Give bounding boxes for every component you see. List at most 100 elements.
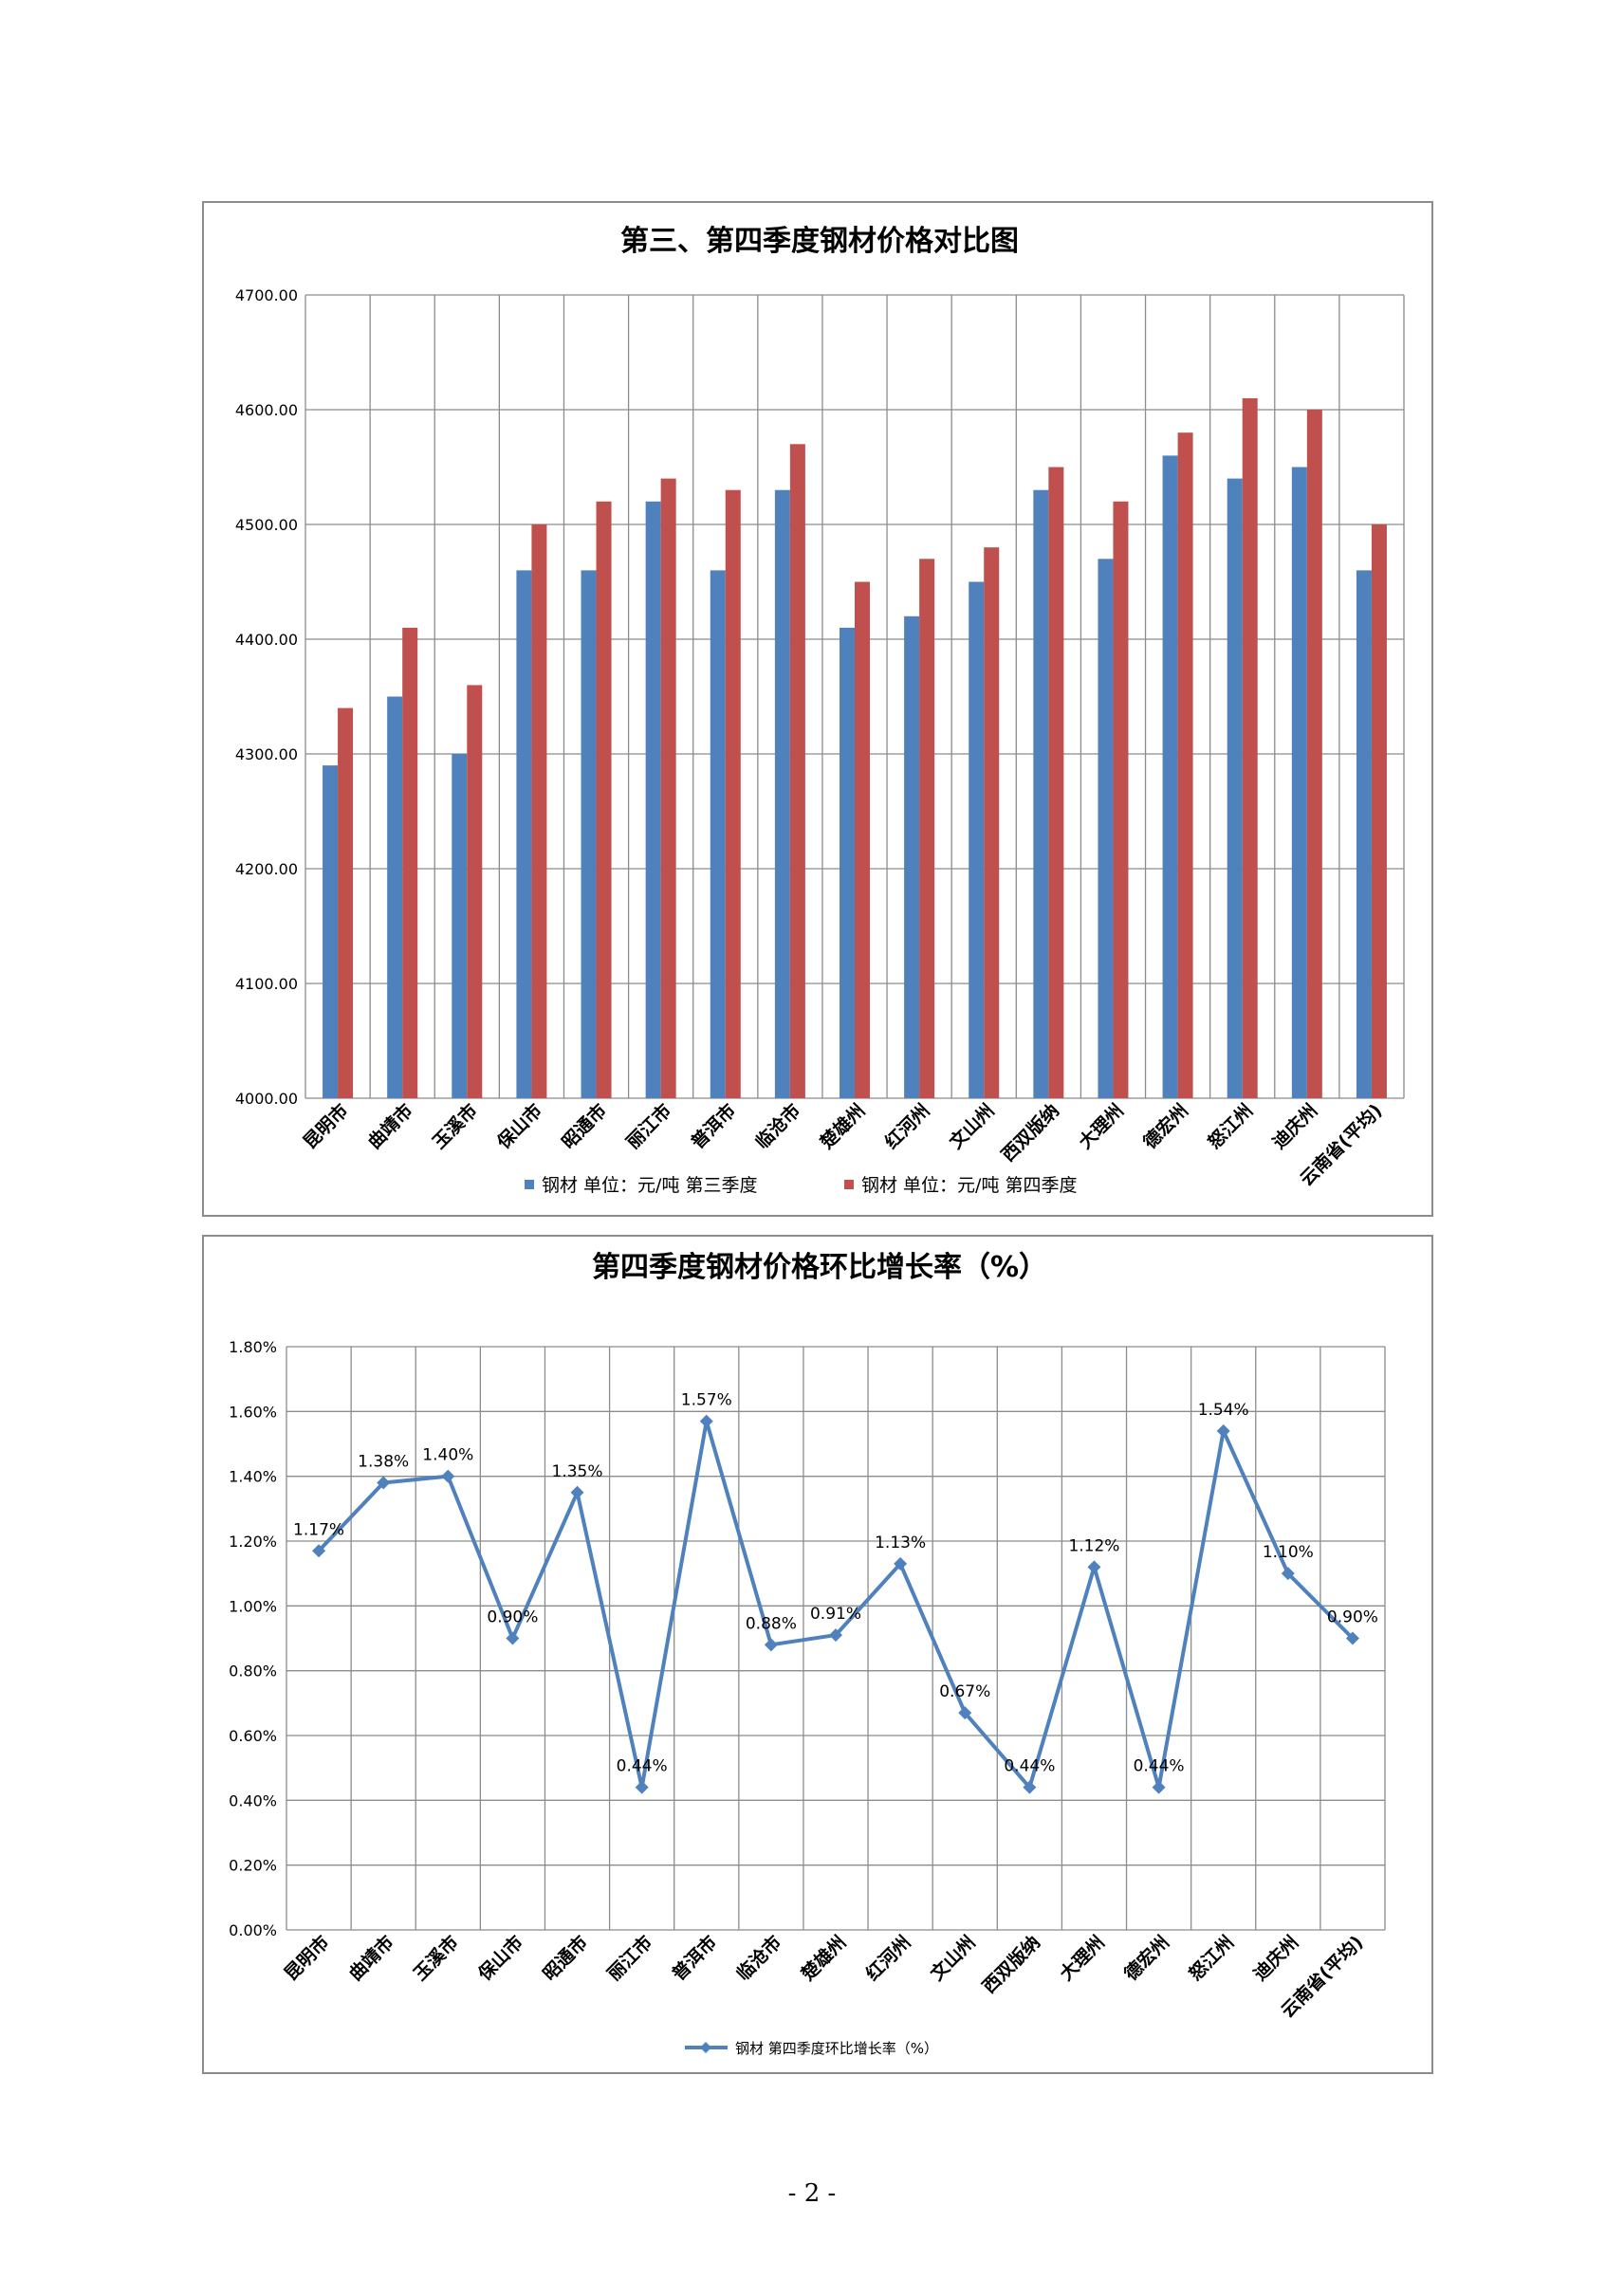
y-tick-label: 4300.00 (235, 745, 298, 763)
bar-q3 (516, 570, 532, 1098)
bar-q3 (387, 696, 403, 1098)
y-tick-label: 4700.00 (235, 286, 298, 304)
data-point-marker (1023, 1780, 1037, 1794)
bar-chart: 第三、第四季度钢材价格对比图 4000.00 4100.00 4200.00 4300.… (235, 225, 1405, 1196)
data-point-marker (829, 1628, 842, 1643)
bar-q4 (725, 489, 741, 1098)
chart-title: 第四季度钢材价格环比增长率（%） (592, 1251, 1047, 1284)
bar-q4 (338, 707, 354, 1098)
y-tick-label: 0.20% (229, 1857, 277, 1875)
x-tick-label: 怒江州 (1185, 1931, 1239, 1985)
data-label: 0.67% (939, 1682, 990, 1701)
bar-q3 (774, 489, 790, 1098)
bar-q4 (596, 501, 612, 1098)
x-tick-label: 楚雄州 (816, 1099, 870, 1153)
x-tick-label: 保山市 (492, 1099, 546, 1153)
page-number: - 2 - (787, 2179, 837, 2208)
legend-label: 钢材 第四季度环比增长率（%） (735, 2040, 938, 2057)
bar-q4 (855, 581, 870, 1098)
bar-q4 (919, 559, 935, 1098)
data-label: 0.90% (487, 1608, 538, 1627)
x-tick-label: 昆明市 (280, 1931, 334, 1985)
x-tick-label: 怒江州 (1204, 1099, 1258, 1153)
bar-q3 (581, 570, 597, 1098)
y-tick-label: 1.40% (229, 1468, 277, 1486)
x-tick-label: 德宏州 (1120, 1931, 1174, 1985)
data-label: 1.38% (358, 1453, 409, 1472)
y-tick-label: 4200.00 (235, 860, 298, 878)
x-tick-label: 文山州 (926, 1931, 980, 1985)
x-tick-label: 昆明市 (299, 1099, 353, 1153)
y-tick-label: 0.00% (229, 1921, 277, 1939)
y-tick-label: 1.60% (229, 1403, 277, 1421)
bar-q3 (1227, 478, 1243, 1099)
data-point-marker (441, 1469, 455, 1483)
bar-q4 (1177, 432, 1193, 1098)
y-tick-label: 4600.00 (235, 401, 298, 419)
bar-q3 (645, 501, 661, 1098)
data-label: 1.10% (1263, 1543, 1314, 1562)
x-tick-label: 楚雄州 (797, 1931, 851, 1985)
y-tick-label: 4500.00 (235, 516, 298, 534)
bar-q3 (969, 581, 985, 1098)
x-tick-label: 大理州 (1074, 1099, 1128, 1153)
x-tick-label: 红河州 (880, 1099, 934, 1153)
data-label: 0.88% (746, 1614, 797, 1633)
x-tick-label: 西双版纳 (978, 1931, 1044, 1997)
data-label: 0.91% (810, 1605, 861, 1624)
x-tick-label: 临沧市 (732, 1931, 786, 1985)
bar-q3 (452, 754, 468, 1098)
data-label: 0.44% (1134, 1757, 1185, 1776)
data-label: 1.40% (422, 1446, 473, 1465)
y-tick-label: 1.20% (229, 1533, 277, 1551)
data-point-marker (894, 1556, 908, 1570)
x-tick-label: 保山市 (473, 1931, 527, 1985)
x-tick-label: 迪庆州 (1268, 1099, 1322, 1153)
bar-q4 (1048, 467, 1064, 1098)
legend-label: 钢材 单位：元/吨 第四季度 (861, 1175, 1077, 1196)
data-point-marker (635, 1780, 649, 1794)
data-label: 1.35% (552, 1462, 603, 1481)
x-tick-label: 丽江市 (603, 1931, 657, 1985)
x-tick-label: 玉溪市 (409, 1931, 463, 1985)
x-tick-label: 文山州 (945, 1099, 999, 1153)
x-tick-label: 德宏州 (1139, 1099, 1193, 1153)
bar-q3 (710, 570, 726, 1098)
legend-label: 钢材 单位：元/吨 第三季度 (542, 1175, 757, 1196)
data-label: 0.44% (1004, 1757, 1055, 1776)
bar-q4 (531, 524, 547, 1098)
bar-q4 (1113, 501, 1129, 1098)
x-tick-label: 红河州 (861, 1931, 915, 1985)
data-point-marker (1152, 1780, 1166, 1794)
x-tick-label: 大理州 (1055, 1931, 1109, 1985)
x-tick-label: 曲靖市 (363, 1099, 417, 1153)
bar-q4 (467, 685, 483, 1098)
x-tick-label: 丽江市 (622, 1099, 676, 1153)
legend-swatch (844, 1180, 854, 1189)
x-tick-label: 西双版纳 (997, 1099, 1063, 1166)
data-point-marker (1281, 1567, 1295, 1581)
y-tick-label: 4100.00 (235, 975, 298, 993)
bar-q4 (1306, 410, 1322, 1098)
data-point-marker (570, 1485, 584, 1499)
bar-q3 (1098, 559, 1114, 1098)
bar-q4 (1242, 397, 1258, 1098)
data-point-marker (1087, 1560, 1101, 1574)
x-tick-label: 临沧市 (751, 1099, 805, 1153)
data-label: 1.13% (875, 1534, 926, 1552)
bar-q4 (1371, 524, 1387, 1098)
bar-q4 (789, 444, 805, 1098)
bar-q4 (402, 627, 418, 1098)
data-label: 1.54% (1198, 1401, 1249, 1420)
data-label: 1.57% (681, 1391, 732, 1410)
bar-q4 (660, 478, 676, 1099)
line-chart-panel: 第四季度钢材价格环比增长率（%） 0.00% 0.20% 0.40% 0.60% 0.80… (202, 1235, 1433, 2074)
bar-q3 (1291, 467, 1307, 1098)
bar-q3 (1033, 489, 1049, 1098)
bar-q4 (984, 547, 1000, 1098)
y-tick-label: 1.00% (229, 1597, 277, 1615)
data-point-marker (506, 1631, 520, 1645)
line-chart: 第四季度钢材价格环比增长率（%） 0.00% 0.20% 0.40% 0.60% 0.80… (229, 1251, 1386, 2057)
legend-swatch (525, 1180, 534, 1189)
x-tick-label: 迪庆州 (1249, 1931, 1303, 1985)
